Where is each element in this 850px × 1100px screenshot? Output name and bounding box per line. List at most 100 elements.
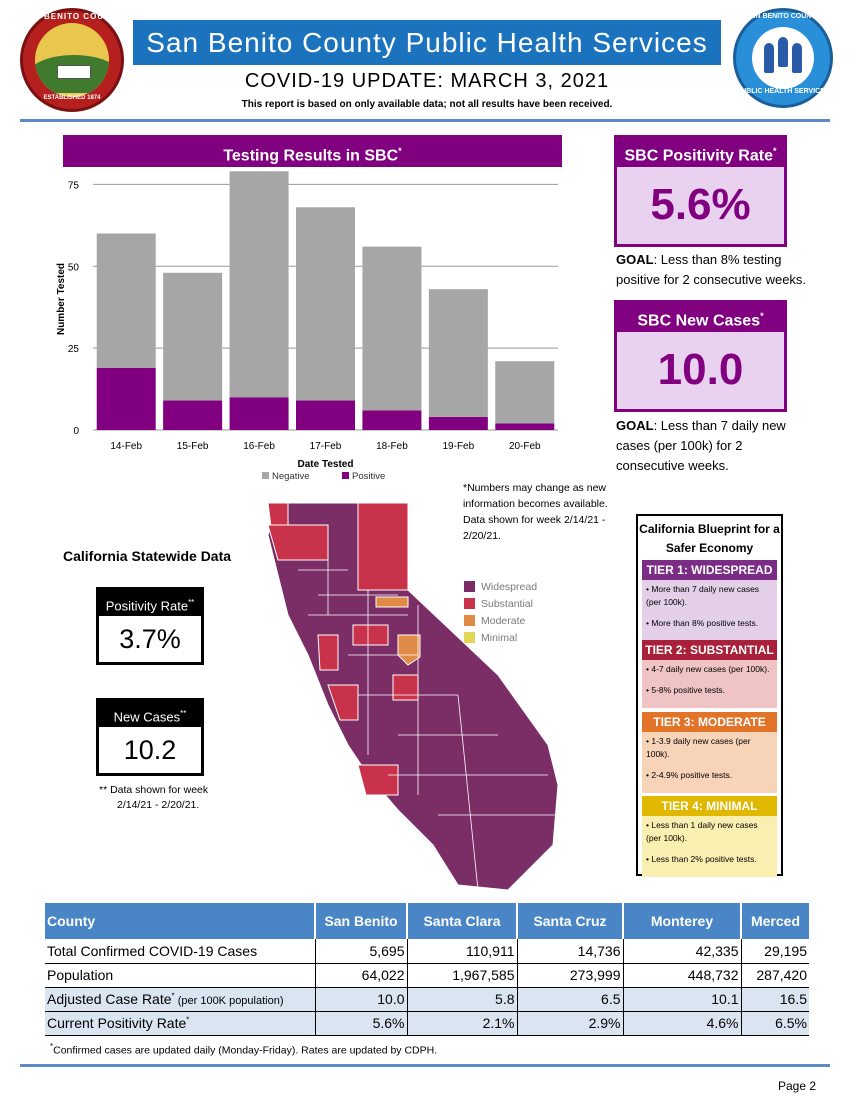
table-cell: 287,420 [740,963,809,988]
page-title: San Benito County Public Health Services [133,20,721,65]
california-title: California Statewide Data [63,548,232,564]
y-axis-label: Number Tested [56,263,67,335]
blueprint-title: California Blueprint for a Safer Economy [639,522,780,555]
ca-cases-label: New Cases** [99,701,201,727]
bar-positive [229,397,289,430]
sbc-positivity-header: SBC Positivity Rate* [614,135,787,167]
table-cell: 6.5 [516,987,623,1012]
legend-item: Substantial [464,595,537,612]
legend-label: Positive [352,471,385,482]
tier-criteria: • 4-7 daily new cases (per 100k). • 5-8% … [642,660,777,708]
tier-criterion: • More than 7 daily new cases (per 100k)… [646,584,760,607]
ca-data-note: ** Data shown for week 2/14/21 - 2/20/21… [99,784,209,811]
y-tick-label: 75 [68,180,80,191]
table-cell: 110,911 [406,939,517,964]
legend-swatch [464,632,475,643]
table-cell: 4.6% [622,1011,741,1036]
x-tick-label: 19-Feb [443,441,475,452]
legend-label: Widespread [481,580,538,593]
page-number: Page 2 [778,1079,817,1093]
data-disclaimer: This report is based on only available d… [241,99,613,110]
tier-criterion: • Less than 1 daily new cases (per 100k)… [646,820,758,843]
column-header: Santa Clara [406,903,517,939]
legend-label: Negative [272,471,310,482]
tier-criteria: • 1-3.9 daily new cases (per 100k). • 2-4… [642,732,777,793]
bar-positive [163,400,223,430]
bar-negative [362,246,422,411]
legend-item: Moderate [464,612,537,629]
california-tier-map [267,502,558,891]
bar-positive [296,400,355,430]
tier-criteria: • More than 7 daily new cases (per 100k)… [642,580,777,641]
table-cell: 5.8 [406,987,517,1012]
tier-criterion: • 4-7 daily new cases (per 100k). [646,664,770,674]
x-tick-label: 15-Feb [177,441,209,452]
table-cell: 2.1% [406,1011,517,1036]
tier-block: TIER 4: MINIMAL • Less than 1 daily new c… [642,796,777,877]
table-cell: 10.1 [622,987,741,1012]
legend-swatch [464,598,475,609]
tier-header: TIER 3: MODERATE [642,712,777,732]
tier-criterion: • 5-8% positive tests. [646,685,726,695]
row-label: Current Positivity Rate* [45,1011,315,1036]
sbc-cases-header: SBC New Cases* [614,300,787,332]
y-tick-label: 50 [68,262,80,273]
legend-item: Minimal [464,629,537,646]
row-label: Adjusted Case Rate* (per 100K population… [45,987,315,1012]
bar-negative [428,289,488,417]
seal-left-top-text: SAN BENITO COUNTY [20,12,124,21]
y-tick-label: 25 [68,344,80,355]
row-label: Population [45,963,315,988]
header-divider [20,119,830,122]
legend-swatch [464,615,475,626]
legend-swatch [342,472,349,479]
column-header: Monterey [622,903,741,939]
legend-swatch [464,581,475,592]
bar-positive [362,410,422,430]
bar-positive [96,367,156,430]
bar-negative [229,171,289,398]
column-header: San Benito [314,903,407,939]
column-header: Santa Cruz [516,903,623,939]
tier-criterion: • 1-3.9 daily new cases (per 100k). [646,736,751,759]
table-cell: 29,195 [740,939,809,964]
ca-positivity-box: Positivity Rate** 3.7% [96,587,204,665]
numbers-note: *Numbers may change as new information b… [463,482,608,542]
tier-criterion: • 2-4.9% positive tests. [646,770,733,780]
table-row: Adjusted Case Rate* (per 100K population… [45,987,809,1012]
table-cell: 448,732 [622,963,741,988]
legend-swatch [262,472,269,479]
sbc-cases-goal: GOAL: Less than 7 daily new cases (per 1… [616,418,786,473]
map-legend: Widespread Substantial Moderate Minimal [464,578,537,646]
sbc-positivity-goal: GOAL: Less than 8% testing positive for … [616,252,807,287]
bar-negative [163,272,223,401]
seal-left-bottom-text: ESTABLISHED 1874 [43,95,101,101]
table-row: Current Positivity Rate* 5.6% 2.1% 2.9% 4.6%… [45,1011,809,1036]
x-tick-label: 18-Feb [376,441,408,452]
x-tick-label: 20-Feb [509,441,541,452]
y-tick-label: 0 [73,426,79,437]
table-cell: 6.5% [740,1011,809,1036]
x-tick-label: 16-Feb [243,441,275,452]
tier-header: TIER 2: SUBSTANTIAL [642,640,777,660]
chart-title: Testing Results in SBC* [63,135,562,167]
row-label: Total Confirmed COVID-19 Cases [45,939,315,964]
table-cell: 42,335 [622,939,741,964]
seal-right-bottom-text: PUBLIC HEALTH SERVICES [736,88,830,95]
tier-block: TIER 1: WIDESPREAD • More than 7 daily ne… [642,560,777,641]
column-header: Merced [740,903,809,939]
table-cell: 2.9% [516,1011,623,1036]
sbc-cases-value: 10.0 [614,332,787,412]
county-comparison-table: County San Benito Santa Clara Santa Cruz Mon… [45,903,809,1036]
table-cell: 5,695 [314,939,407,964]
update-subtitle: COVID-19 UPDATE: MARCH 3, 2021 [244,70,610,92]
ca-cases-box: New Cases** 10.2 [96,698,204,776]
bar-negative [296,207,355,401]
tier-header: TIER 4: MINIMAL [642,796,777,816]
bar-positive [428,416,488,430]
table-cell: 5.6% [314,1011,407,1036]
legend-label: Moderate [481,614,526,627]
legend-item: Widespread [464,578,537,595]
blueprint-panel: California Blueprint for a Safer Economy… [636,514,783,877]
ca-cases-value: 10.2 [123,735,177,765]
